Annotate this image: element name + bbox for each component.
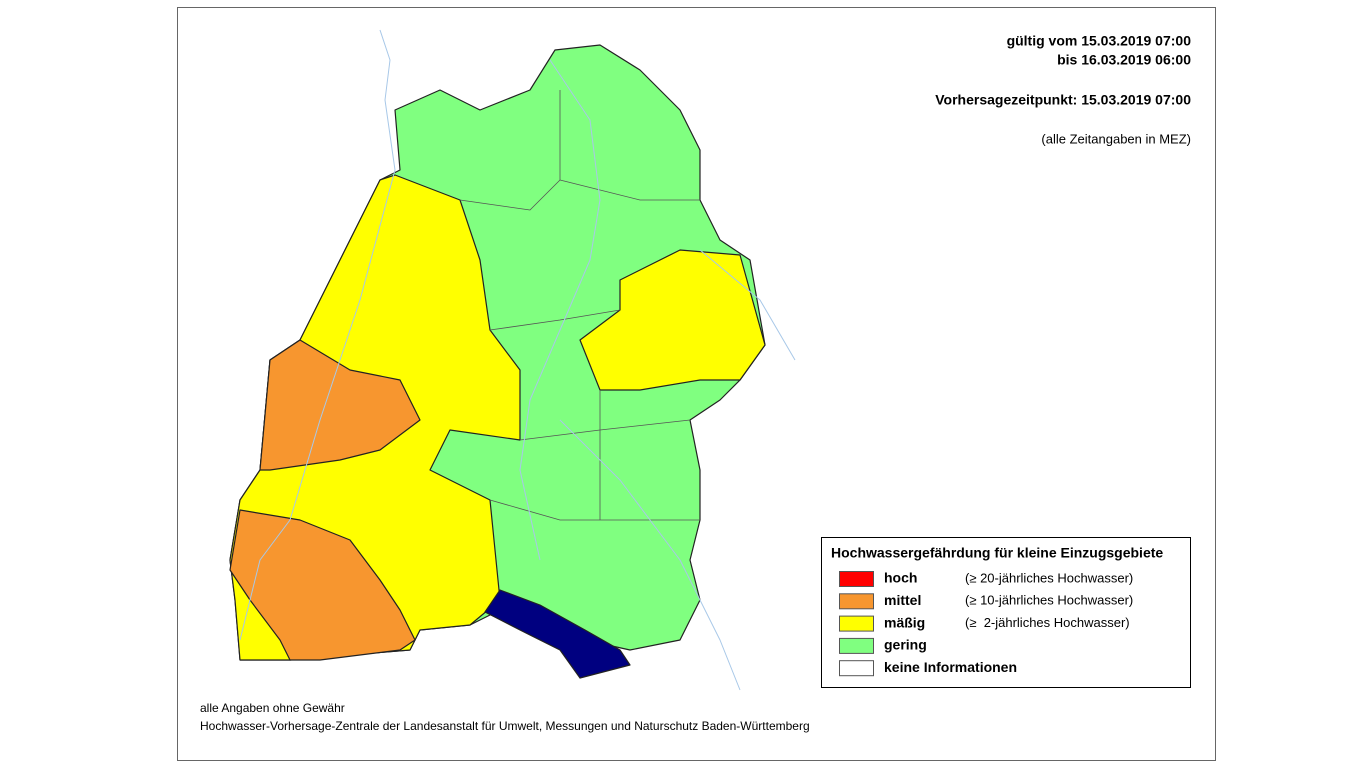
rivers	[239, 29, 796, 691]
legend-swatch	[839, 571, 874, 587]
legend: Hochwassergefährdung für kleine Einzugsg…	[821, 537, 1191, 688]
valid-to: bis 16.03.2019 06:00	[1057, 52, 1191, 68]
legend-description: (≥ 10-jährliches Hochwasser)	[965, 593, 1133, 608]
district-borders	[459, 90, 700, 521]
valid-from: gültig vom 15.03.2019 07:00	[1007, 33, 1192, 49]
legend-label: gering	[884, 637, 927, 653]
lake-constance	[484, 589, 631, 679]
legend-label: mäßig	[884, 614, 925, 630]
legend-description: (≥ 2-jährliches Hochwasser)	[965, 615, 1130, 630]
region-maessig-east	[579, 249, 766, 391]
legend-label: mittel	[884, 592, 921, 608]
timezone-note: (alle Zeitangaben in MEZ)	[1041, 131, 1191, 146]
region-mittel-north	[259, 339, 421, 471]
legend-title: Hochwassergefährdung für kleine Einzugsg…	[831, 545, 1163, 561]
legend-label: hoch	[884, 570, 917, 586]
legend-label: keine Informationen	[884, 659, 1017, 675]
legend-swatch	[839, 660, 874, 677]
legend-box	[821, 537, 1191, 688]
map	[229, 29, 796, 691]
source: Hochwasser-Vorhersage-Zentrale der Lande…	[200, 719, 810, 733]
legend-swatch	[839, 615, 874, 632]
legend-description: (≥ 20-jährliches Hochwasser)	[965, 570, 1133, 585]
legend-swatch	[839, 593, 874, 610]
forecast-time: Vorhersagezeitpunkt: 15.03.2019 07:00	[935, 92, 1191, 108]
disclaimer: alle Angaben ohne Gewähr	[200, 701, 345, 715]
legend-swatch	[839, 637, 874, 654]
